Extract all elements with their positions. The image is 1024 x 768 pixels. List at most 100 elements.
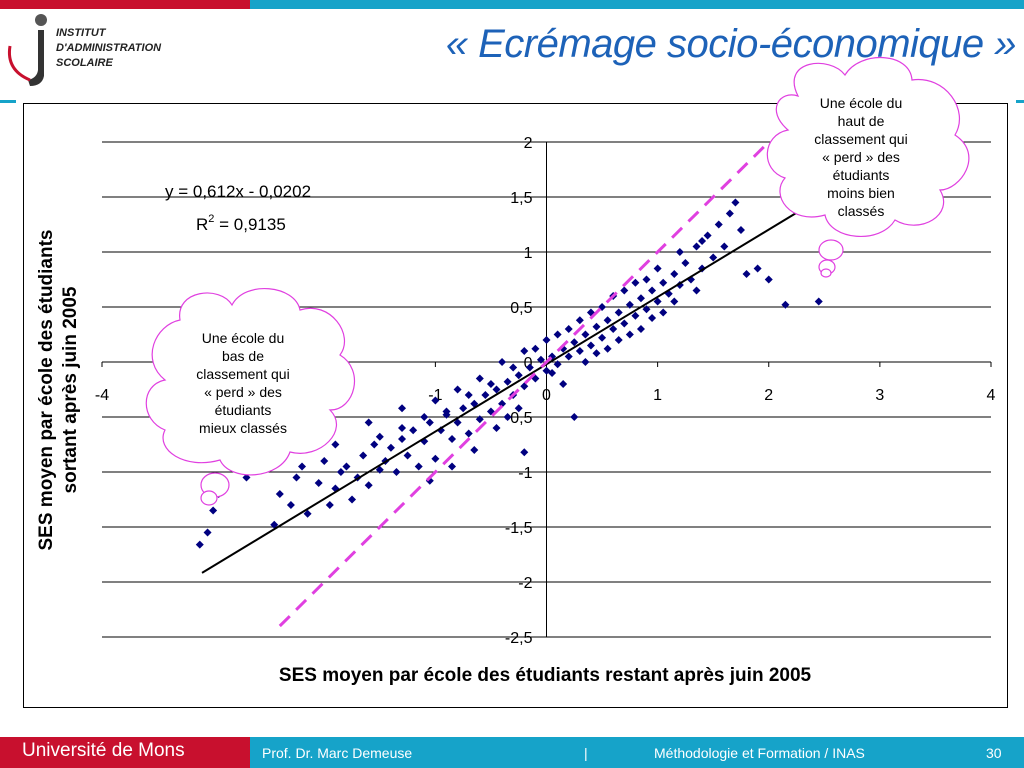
data-point (370, 440, 379, 449)
data-point (603, 316, 612, 325)
data-point (475, 415, 484, 424)
data-point (648, 314, 657, 322)
data-point (209, 506, 218, 515)
data-point (581, 358, 590, 366)
data-point (648, 286, 657, 295)
top-accent-bar-cyan (250, 0, 1024, 9)
x-tick-label: 0 (542, 387, 551, 404)
data-point (375, 465, 384, 474)
footer-page-number: 30 (986, 745, 1002, 761)
data-point (503, 377, 512, 386)
x-tick-label: -1 (428, 387, 442, 404)
data-point (781, 300, 790, 309)
data-point (564, 325, 573, 333)
logo-line-2: d'Administration (56, 42, 162, 54)
data-point (481, 391, 490, 399)
y-tick-label: -2,5 (505, 630, 533, 647)
data-point (670, 297, 679, 306)
data-point (814, 297, 823, 306)
r2-label: R2 = 0,9135 (196, 213, 286, 234)
data-point (431, 454, 440, 463)
data-point (659, 308, 668, 317)
y-tick-label: 0 (524, 355, 533, 372)
bubble-text-line: étudiants (833, 167, 890, 183)
title-rule-right (1016, 100, 1024, 103)
data-point (195, 540, 204, 549)
data-points (195, 198, 823, 549)
data-point (398, 404, 407, 413)
regression-line (201, 181, 848, 574)
data-point (698, 237, 707, 245)
data-point (298, 462, 307, 471)
data-point (670, 270, 679, 278)
data-point (653, 297, 662, 306)
data-point (681, 259, 690, 267)
x-tick-label: 1 (653, 387, 662, 404)
top-accent-bar-red (0, 0, 250, 9)
data-point (586, 341, 595, 350)
data-point (542, 336, 551, 344)
bubble-text-line: Une école du (820, 95, 903, 111)
y-tick-label: -1,5 (505, 520, 533, 537)
data-point (581, 330, 590, 339)
x-axis-title: SES moyen par école des étudiants restan… (279, 665, 812, 686)
data-point (731, 198, 740, 207)
data-point (531, 344, 540, 353)
bubble-text-line: étudiants (215, 402, 272, 418)
data-point (725, 209, 734, 218)
y-tick-label: -1 (518, 465, 532, 482)
data-point (403, 451, 412, 460)
data-point (359, 451, 368, 460)
data-point (553, 330, 562, 339)
y-axis-title: SES moyen par école des étudiants sortant… (36, 230, 81, 551)
data-point (325, 501, 334, 509)
data-point (486, 380, 495, 388)
data-point (692, 242, 701, 251)
footer-university-block: Université de Mons (0, 737, 250, 768)
data-point (364, 481, 373, 490)
r2-prefix: R (196, 215, 208, 234)
data-point (386, 443, 395, 452)
bubble-text-line: classement qui (814, 131, 907, 147)
data-point (675, 248, 684, 256)
data-point (336, 468, 345, 476)
data-point (498, 399, 507, 408)
data-point (548, 369, 557, 377)
data-point (753, 264, 762, 273)
x-tick-label: -4 (95, 387, 109, 404)
data-point (575, 316, 584, 325)
data-point (453, 418, 462, 427)
data-point (525, 363, 534, 372)
y-axis-title-line-1: SES moyen par école des étudiants (36, 230, 57, 551)
data-point (320, 457, 329, 465)
data-point (575, 347, 584, 355)
bubble-text-line: classement qui (196, 366, 289, 382)
data-point (409, 426, 418, 435)
y-tick-label: 2 (524, 135, 533, 152)
data-point (636, 325, 645, 333)
thought-bubble-top-text: Une école du haut de classement qui « perd … (814, 95, 907, 219)
data-point (514, 404, 523, 413)
equation-label: y = 0,612x - 0,0202 (165, 182, 311, 201)
bubble-text-line: « perd » des (204, 384, 282, 400)
data-point (292, 473, 301, 482)
data-point (448, 462, 457, 471)
data-point (503, 413, 512, 421)
footer-separator: | (584, 745, 588, 761)
data-point (203, 528, 212, 537)
data-point (442, 407, 451, 416)
data-point (303, 509, 312, 518)
data-point (631, 278, 640, 287)
y-tick-label: 1,5 (510, 190, 532, 207)
data-point (364, 418, 373, 427)
r2-value: = 0,9135 (214, 215, 285, 234)
data-point (436, 426, 445, 435)
logo-line-3: Scolaire (56, 57, 113, 69)
data-point (470, 446, 479, 454)
y-tick-label: -2 (518, 575, 532, 592)
thought-bubble-bottom-text: Une école du bas de classement qui « perd »… (196, 330, 289, 436)
bubble-text-line: haut de (838, 113, 885, 129)
title-rule-left (0, 100, 16, 103)
data-point (492, 424, 501, 432)
data-point (564, 352, 573, 361)
